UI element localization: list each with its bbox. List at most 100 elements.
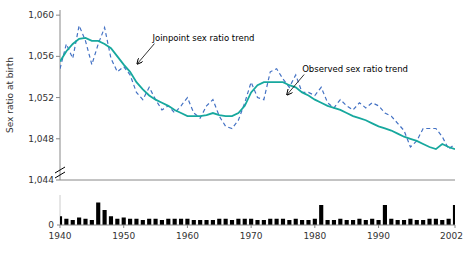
bar [64, 219, 68, 225]
y-tick [56, 138, 60, 139]
bar [179, 219, 183, 225]
chart: 1,044 1,048 1,052 1,056 1,060 Sex ratio at bi… [0, 0, 465, 260]
bar [103, 210, 107, 225]
x-tick-label: 2002 [440, 231, 463, 241]
bar [249, 219, 253, 225]
bar [287, 220, 291, 225]
bar [376, 220, 380, 225]
bar [204, 220, 208, 225]
bar [402, 220, 406, 225]
bar [389, 219, 393, 225]
bar [427, 219, 431, 225]
axis-break [55, 172, 65, 178]
bar [357, 219, 361, 225]
bar [300, 220, 304, 225]
bar [71, 220, 75, 225]
bar [319, 205, 323, 225]
bar [128, 219, 132, 225]
bar [447, 219, 451, 225]
bar [211, 220, 215, 225]
x-tick [187, 225, 188, 228]
bar [306, 220, 310, 225]
y-axis-label: Sex ratio at birth [5, 57, 15, 133]
bar [364, 220, 368, 225]
bar [326, 220, 330, 225]
bar [90, 220, 94, 225]
bar-area [60, 203, 455, 226]
axis-break [55, 167, 65, 173]
bar [345, 220, 349, 225]
bar [255, 220, 259, 225]
bar [236, 219, 240, 225]
x-tick-label: 1960 [176, 231, 199, 241]
bar [313, 219, 317, 225]
bar [224, 219, 228, 225]
bar [453, 205, 455, 225]
x-tick-label: 1990 [367, 231, 390, 241]
bar [147, 219, 151, 225]
y-tick [56, 15, 60, 16]
x-tick-label: 1980 [303, 231, 326, 241]
bar [96, 203, 100, 226]
bar [185, 219, 189, 225]
y-tick-label: 1,056 [28, 51, 54, 61]
bar [421, 220, 425, 225]
y-tick-label: 1,052 [28, 93, 54, 103]
bar [192, 220, 196, 225]
bar [281, 219, 285, 225]
annotation-arrow [287, 75, 304, 95]
bar [60, 216, 62, 225]
bar [332, 220, 336, 225]
x-tick-label: 1950 [112, 231, 135, 241]
y-tick-label: 1,048 [28, 134, 54, 144]
bar [217, 219, 221, 225]
bar [440, 220, 444, 225]
bar [166, 219, 170, 225]
line-series [60, 38, 455, 149]
bar [383, 205, 387, 225]
x-tick [314, 225, 315, 228]
bar [351, 220, 355, 225]
annotation: Observed sex ratio trend [302, 64, 408, 74]
x-axis-line [60, 180, 455, 181]
x-tick [378, 225, 379, 228]
x-axis-line [60, 225, 455, 226]
bar [415, 220, 419, 225]
bar [160, 220, 164, 225]
bar [408, 219, 412, 225]
x-tick [455, 225, 456, 228]
bar [370, 219, 374, 225]
y-tick [56, 56, 60, 57]
bar [141, 220, 145, 225]
x-tick [60, 225, 61, 228]
bar [198, 220, 202, 225]
bar [230, 220, 234, 225]
bar [173, 219, 177, 225]
y-axis-line [60, 10, 61, 180]
annotation: Joinpoint sex ratio trend [151, 33, 254, 43]
annotation-arrow [137, 44, 154, 64]
bar [243, 219, 247, 225]
bar [262, 220, 266, 225]
bar [434, 219, 438, 225]
y-tick-label: 0 [48, 220, 54, 230]
x-tick-label: 1970 [240, 231, 263, 241]
y-tick [56, 97, 60, 98]
y-tick-label: 1,060 [28, 10, 54, 20]
y-tick-label: 1,044 [28, 175, 54, 185]
bar [115, 219, 119, 225]
bar [134, 219, 138, 225]
bar [153, 219, 157, 225]
bar [122, 218, 126, 226]
bar [268, 219, 272, 225]
bar [275, 219, 279, 225]
x-tick [251, 225, 252, 228]
x-tick [123, 225, 124, 228]
y-tick [56, 180, 60, 181]
bar [83, 219, 87, 225]
bar [338, 219, 342, 225]
bar [396, 220, 400, 225]
bar [294, 219, 298, 225]
line-series [60, 25, 455, 149]
bar [77, 218, 81, 226]
